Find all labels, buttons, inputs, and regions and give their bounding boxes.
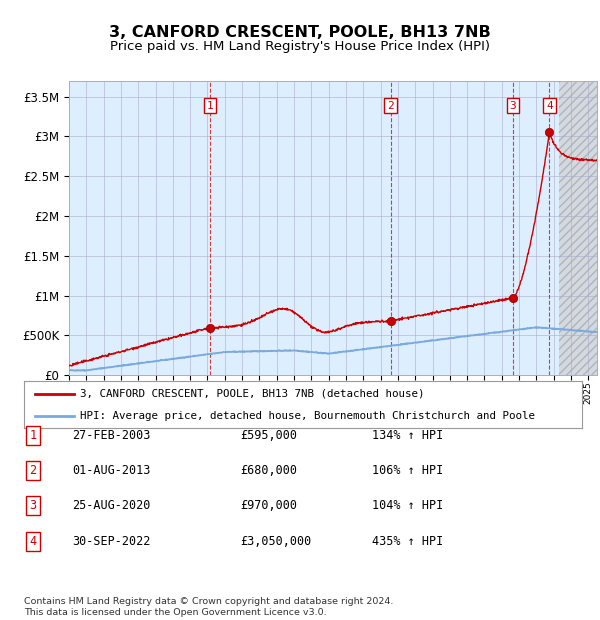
Text: 2: 2 [387, 100, 394, 110]
Text: HPI: Average price, detached house, Bournemouth Christchurch and Poole: HPI: Average price, detached house, Bour… [80, 411, 535, 421]
Text: 435% ↑ HPI: 435% ↑ HPI [372, 535, 443, 547]
Bar [559, 81, 597, 375]
Text: 106% ↑ HPI: 106% ↑ HPI [372, 464, 443, 477]
Text: 30-SEP-2022: 30-SEP-2022 [72, 535, 151, 547]
Text: 27-FEB-2003: 27-FEB-2003 [72, 429, 151, 441]
Text: £3,050,000: £3,050,000 [240, 535, 311, 547]
Text: 4: 4 [546, 100, 553, 110]
Text: £595,000: £595,000 [240, 429, 297, 441]
Text: 25-AUG-2020: 25-AUG-2020 [72, 500, 151, 512]
Bar [559, 81, 597, 375]
Text: Price paid vs. HM Land Registry's House Price Index (HPI): Price paid vs. HM Land Registry's House … [110, 40, 490, 53]
Text: 104% ↑ HPI: 104% ↑ HPI [372, 500, 443, 512]
Text: 3: 3 [509, 100, 517, 110]
Text: 1: 1 [29, 429, 37, 441]
Text: 4: 4 [29, 535, 37, 547]
Text: 3, CANFORD CRESCENT, POOLE, BH13 7NB: 3, CANFORD CRESCENT, POOLE, BH13 7NB [109, 25, 491, 40]
Text: 3: 3 [29, 500, 37, 512]
Text: 01-AUG-2013: 01-AUG-2013 [72, 464, 151, 477]
Text: £680,000: £680,000 [240, 464, 297, 477]
Text: 2: 2 [29, 464, 37, 477]
Text: £970,000: £970,000 [240, 500, 297, 512]
Text: 1: 1 [207, 100, 214, 110]
Text: Contains HM Land Registry data © Crown copyright and database right 2024.
This d: Contains HM Land Registry data © Crown c… [24, 598, 394, 617]
Text: 134% ↑ HPI: 134% ↑ HPI [372, 429, 443, 441]
Text: 3, CANFORD CRESCENT, POOLE, BH13 7NB (detached house): 3, CANFORD CRESCENT, POOLE, BH13 7NB (de… [80, 389, 424, 399]
